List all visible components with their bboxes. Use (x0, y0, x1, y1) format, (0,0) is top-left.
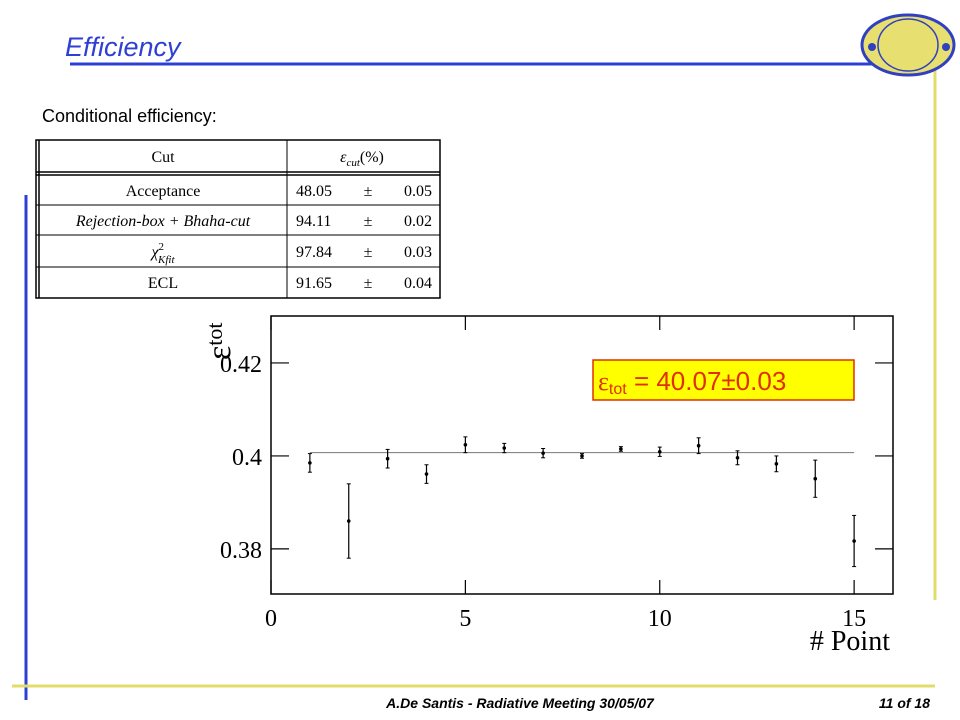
table-cell: ± (364, 275, 373, 292)
data-point (308, 461, 312, 465)
y-tick-label: 0.4 (232, 445, 262, 471)
data-point (502, 446, 507, 450)
table-header: Cut (151, 149, 175, 166)
slide-title: Efficiency (65, 32, 182, 62)
x-tick-label: 10 (648, 606, 672, 632)
table-cell: 48.05 (296, 183, 332, 200)
subscript: tot (609, 381, 627, 398)
x-tick-label: 0 (265, 606, 277, 632)
y-axis-label: εtot (201, 322, 238, 360)
data-point (385, 456, 390, 461)
table-header: εcut(%) (340, 149, 384, 169)
data-point (852, 539, 856, 543)
unit: (%) (360, 149, 384, 166)
table-cell: 91.65 (296, 275, 332, 292)
annotation: εtot = 40.07±0.03 (598, 366, 786, 398)
data-point (774, 462, 779, 466)
table-cell: 0.04 (404, 275, 432, 292)
table-cell: Rejection-box + Bhaha-cut (75, 213, 251, 230)
annotation-box (592, 359, 855, 401)
data-point (657, 449, 662, 454)
symbol: ε (201, 346, 238, 360)
table-cell: 97.84 (296, 244, 332, 261)
data-point (541, 451, 545, 455)
data-point (424, 472, 429, 476)
subscript: cut (346, 157, 360, 169)
superscript: 2 (159, 241, 165, 253)
table: Cut εcut(%) Acceptance 48.05 ±0.05 Rejectio… (35, 139, 441, 299)
x-axis-label: # Point (810, 626, 890, 657)
data-point (463, 442, 468, 447)
table-cell: ± (364, 244, 373, 261)
x-tick-label: 15 (842, 606, 866, 632)
cut-name: Acceptance (126, 183, 201, 200)
page-number: 11 of 18 (879, 695, 930, 711)
table-cell: ± (364, 183, 373, 200)
table-cell: χ2 Kfit (149, 241, 175, 266)
logo (860, 13, 956, 77)
table-cell: 0.02 (404, 213, 432, 230)
y-tick-label: 0.38 (220, 538, 262, 564)
table-cell: Acceptance (126, 183, 201, 200)
subtitle: Conditional efficiency: (42, 106, 217, 126)
table-cell: ± (364, 213, 373, 230)
subscript: Kfit (157, 254, 175, 266)
y-tick-label: 0.42 (220, 352, 262, 378)
table-cell: 0.03 (404, 244, 432, 261)
symbol: ε (340, 149, 347, 166)
plot-frame (270, 315, 894, 595)
annotation-text: = 40.07±0.03 (627, 366, 787, 396)
footer-text: A.De Santis - Radiative Meeting 30/05/07 (385, 695, 655, 711)
data-point (813, 476, 818, 481)
subscript: tot (202, 322, 227, 345)
cut-name: χ (149, 244, 159, 261)
x-tick-label: 5 (459, 606, 471, 632)
data-point (735, 455, 740, 460)
table-cell: 0.05 (404, 183, 432, 200)
cut-name: Rejection-box + Bhaha-cut (75, 213, 251, 230)
symbol: ε (598, 367, 609, 396)
data-point (696, 443, 701, 448)
data-point (580, 454, 584, 458)
data-point (619, 447, 623, 451)
table-cell: 94.11 (296, 213, 331, 230)
data-point (346, 519, 351, 523)
table-cell: ECL (148, 275, 178, 292)
cut-name: ECL (148, 275, 178, 292)
